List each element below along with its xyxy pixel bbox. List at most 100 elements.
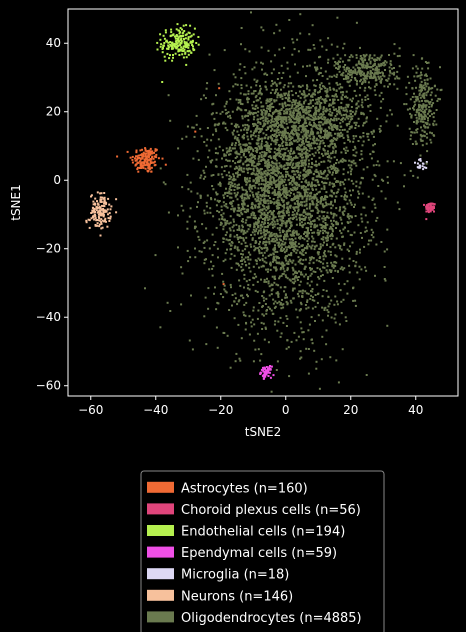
data-point xyxy=(322,172,325,175)
data-point xyxy=(321,225,324,228)
data-point xyxy=(229,186,232,188)
data-point xyxy=(245,280,248,283)
data-point xyxy=(303,200,306,203)
data-point xyxy=(139,162,142,165)
data-point xyxy=(253,323,256,326)
data-point xyxy=(197,43,200,46)
data-point xyxy=(288,219,291,222)
data-point xyxy=(347,171,350,174)
data-point xyxy=(222,225,225,228)
data-point xyxy=(324,101,327,104)
data-point xyxy=(346,66,349,69)
data-point xyxy=(144,287,146,290)
data-point xyxy=(266,309,268,311)
data-point xyxy=(326,90,329,93)
data-point xyxy=(240,166,243,169)
data-point xyxy=(320,270,323,273)
data-point xyxy=(318,184,321,186)
data-point xyxy=(290,254,293,257)
data-point xyxy=(282,321,285,324)
data-point xyxy=(177,37,179,40)
data-point xyxy=(222,331,225,334)
data-point xyxy=(329,122,332,125)
data-point xyxy=(253,217,256,219)
data-point xyxy=(327,295,330,298)
data-point xyxy=(246,135,249,138)
data-point xyxy=(379,72,382,74)
data-point xyxy=(253,107,256,110)
data-point xyxy=(261,62,264,65)
data-point xyxy=(347,136,350,139)
data-point xyxy=(329,211,332,214)
data-point xyxy=(284,293,287,296)
data-point xyxy=(270,283,273,286)
data-point xyxy=(266,248,269,251)
data-point xyxy=(317,73,320,76)
data-point xyxy=(327,58,330,61)
data-point xyxy=(293,287,296,290)
data-point xyxy=(242,200,245,202)
data-point xyxy=(291,211,294,214)
data-point xyxy=(277,152,280,155)
data-point xyxy=(296,279,299,281)
data-point xyxy=(239,99,242,101)
data-point xyxy=(332,266,335,269)
data-point xyxy=(223,49,226,52)
data-point xyxy=(232,220,235,223)
data-point xyxy=(241,193,244,196)
data-point xyxy=(352,182,355,185)
data-point xyxy=(313,193,316,196)
data-point xyxy=(279,235,282,238)
data-point xyxy=(332,106,335,109)
data-point xyxy=(136,168,139,171)
data-point xyxy=(330,164,333,167)
data-point xyxy=(287,85,290,88)
data-point xyxy=(241,218,244,220)
data-point xyxy=(243,230,246,233)
data-point xyxy=(183,41,186,43)
data-point xyxy=(235,124,238,127)
data-point xyxy=(290,137,292,140)
data-point xyxy=(241,151,244,153)
data-point xyxy=(302,137,305,139)
data-point xyxy=(284,128,287,131)
data-point xyxy=(242,188,245,191)
data-point xyxy=(90,212,93,214)
data-point xyxy=(292,248,295,251)
data-point xyxy=(270,289,273,292)
data-point xyxy=(325,239,328,242)
data-point xyxy=(395,75,398,78)
data-point xyxy=(180,303,183,306)
data-point xyxy=(320,87,323,90)
data-point xyxy=(336,222,339,225)
data-point xyxy=(103,192,106,194)
data-point xyxy=(170,47,173,50)
data-point xyxy=(320,67,323,70)
data-point xyxy=(274,320,277,323)
data-point xyxy=(350,164,353,167)
data-point xyxy=(353,121,356,124)
data-point xyxy=(240,129,243,132)
data-point xyxy=(171,44,174,47)
data-point xyxy=(269,264,272,267)
data-point xyxy=(246,181,249,184)
data-point xyxy=(284,116,287,119)
data-point xyxy=(325,203,328,205)
data-point xyxy=(272,216,275,218)
data-point xyxy=(337,63,339,66)
data-point xyxy=(297,126,300,129)
data-point xyxy=(362,74,365,77)
data-point xyxy=(234,178,237,181)
data-point xyxy=(272,68,275,71)
data-point xyxy=(193,135,196,138)
data-point xyxy=(305,157,308,160)
data-point xyxy=(330,261,333,264)
data-point xyxy=(324,87,327,90)
data-point xyxy=(336,73,339,76)
data-point xyxy=(164,31,167,34)
data-point xyxy=(252,265,255,268)
data-point xyxy=(277,131,280,134)
data-point xyxy=(211,254,214,257)
data-point xyxy=(303,145,306,148)
data-point xyxy=(352,287,354,290)
